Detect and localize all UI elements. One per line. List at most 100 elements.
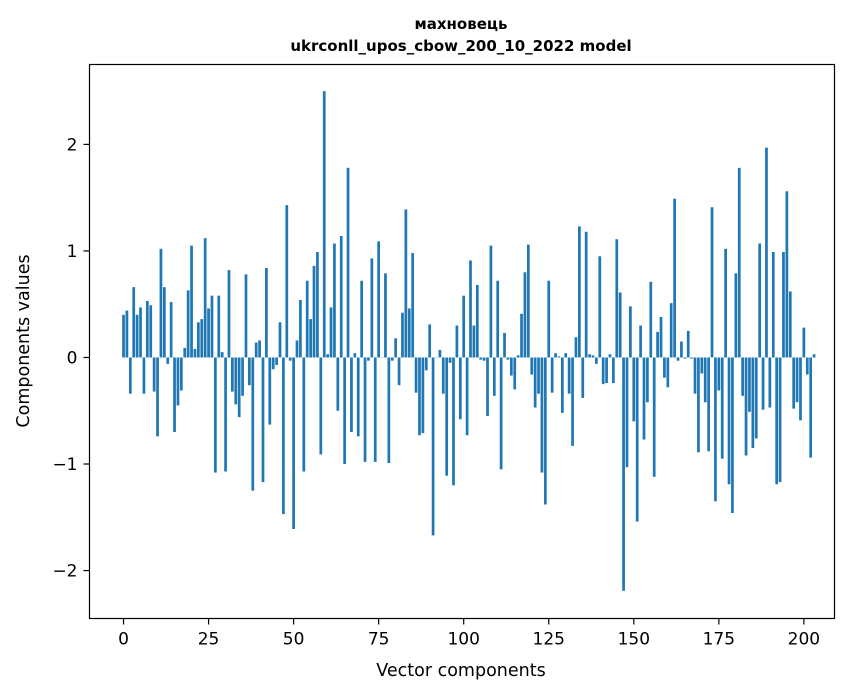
bar-107 — [486, 357, 489, 417]
bar-3 — [132, 287, 136, 358]
bar-1 — [125, 310, 129, 358]
bar-30 — [224, 357, 227, 472]
bar-91 — [431, 357, 435, 536]
bar-177 — [724, 248, 727, 358]
bar-163 — [676, 357, 680, 361]
bar-118 — [523, 272, 527, 358]
bar-136 — [584, 231, 588, 358]
bar-0 — [122, 314, 125, 358]
bar-41 — [261, 357, 265, 483]
bar-192 — [775, 357, 779, 485]
bar-45 — [275, 357, 278, 365]
bar-29 — [220, 352, 224, 358]
bar-23 — [200, 319, 204, 358]
bar-63 — [336, 357, 340, 411]
bar-42 — [265, 267, 268, 358]
bar-195 — [785, 191, 789, 358]
x-tick-label-75: 75 — [368, 630, 390, 650]
bar-190 — [768, 357, 772, 408]
bar-146 — [618, 292, 622, 358]
bar-9 — [152, 357, 156, 392]
y-axis-ticks: −2 −1 0 1 2 — [52, 135, 90, 582]
bar-81 — [397, 357, 401, 386]
bar-117 — [520, 313, 523, 358]
bar-97 — [452, 357, 455, 486]
bar-106 — [482, 357, 486, 361]
bar-174 — [714, 357, 717, 502]
bar-115 — [513, 357, 517, 390]
bar-80 — [394, 338, 398, 358]
bar-120 — [530, 357, 534, 375]
bar-32 — [231, 357, 234, 392]
bar-122 — [537, 357, 540, 394]
bar-85 — [411, 253, 415, 358]
bar-10 — [156, 357, 159, 437]
bar-147 — [622, 357, 625, 591]
bar-121 — [533, 357, 537, 408]
bar-109 — [492, 357, 496, 396]
bar-129 — [560, 357, 564, 413]
bar-124 — [543, 357, 547, 505]
bar-140 — [598, 256, 602, 358]
bar-56 — [312, 265, 316, 358]
bar-203 — [812, 354, 816, 358]
bar-160 — [666, 357, 670, 388]
bar-53 — [302, 357, 306, 472]
bar-156 — [652, 357, 656, 477]
bar-87 — [418, 357, 421, 436]
bar-167 — [690, 357, 693, 359]
bar-67 — [350, 357, 353, 433]
bar-178 — [727, 357, 731, 485]
bar-105 — [479, 357, 483, 360]
chart-title-line1: махновець — [415, 15, 508, 33]
x-tick-label-25: 25 — [198, 630, 220, 650]
bar-152 — [639, 325, 642, 358]
bar-112 — [503, 332, 506, 358]
bar-34 — [237, 357, 241, 418]
bar-159 — [663, 357, 666, 378]
bar-21 — [193, 348, 197, 358]
bar-82 — [401, 312, 404, 358]
x-tick-label-100: 100 — [447, 630, 479, 650]
bar-77 — [384, 273, 387, 358]
bar-186 — [754, 357, 758, 439]
x-tick-label-50: 50 — [283, 630, 305, 650]
bar-57 — [316, 252, 319, 358]
x-tick-label-0: 0 — [118, 630, 129, 650]
y-tick-label-4: 2 — [67, 135, 78, 155]
bar-150 — [632, 357, 636, 422]
bar-16 — [176, 357, 180, 406]
bar-52 — [299, 299, 302, 358]
bar-171 — [703, 357, 707, 403]
bar-61 — [329, 307, 333, 358]
bar-93 — [438, 350, 442, 358]
bar-46 — [278, 322, 282, 358]
bar-83 — [404, 209, 408, 358]
x-tick-label-200: 200 — [788, 630, 820, 650]
bar-7 — [145, 301, 149, 358]
bar-116 — [516, 355, 520, 358]
bar-50 — [292, 357, 295, 530]
bar-20 — [190, 245, 193, 358]
bar-197 — [792, 357, 796, 409]
bar-88 — [421, 357, 425, 434]
bar-24 — [203, 238, 207, 358]
bar-49 — [288, 357, 292, 361]
bar-137 — [588, 354, 591, 358]
bar-132 — [571, 357, 574, 446]
bar-4 — [135, 314, 139, 358]
bar-40 — [258, 340, 261, 358]
bar-168 — [693, 357, 697, 394]
bar-33 — [234, 357, 238, 405]
bar-79 — [390, 357, 394, 361]
bar-98 — [455, 325, 459, 358]
bar-141 — [601, 357, 605, 385]
bar-102 — [469, 260, 472, 358]
bar-148 — [625, 357, 629, 468]
bar-108 — [489, 245, 493, 358]
y-tick-label-1: −1 — [52, 455, 77, 475]
bar-185 — [751, 357, 755, 449]
bar-35 — [241, 357, 244, 396]
bar-188 — [761, 357, 765, 410]
